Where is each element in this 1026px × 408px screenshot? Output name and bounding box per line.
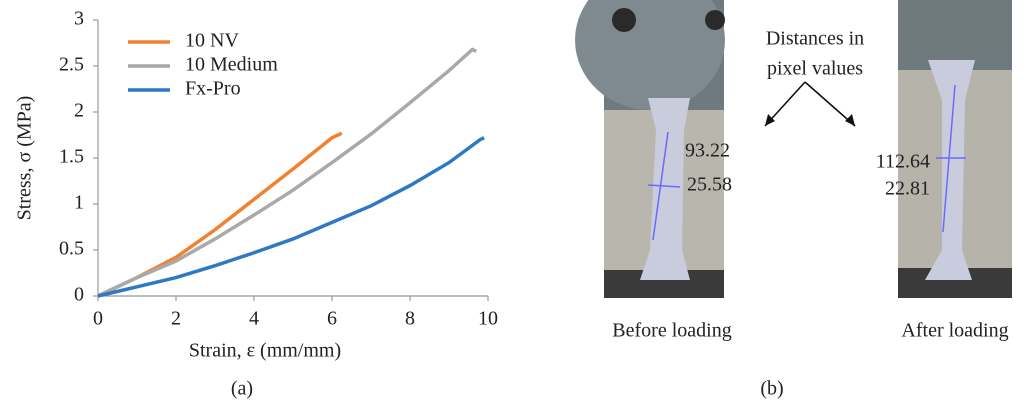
- y-tick-label: 2: [74, 100, 84, 122]
- legend-label: 10 NV: [185, 30, 239, 52]
- caption-b: (b): [760, 378, 783, 400]
- legend-label: Fx-Pro: [185, 78, 241, 100]
- note: pixel values: [767, 58, 863, 80]
- line: [97, 136, 485, 298]
- label-before: Before loading: [612, 320, 731, 342]
- y-axis-title: Stress, σ (MPa): [14, 96, 36, 221]
- y-tick-label: 3: [74, 8, 84, 30]
- arrow-heads: [765, 114, 855, 126]
- x-tick-label: 2: [171, 308, 181, 330]
- x-tick-label: 0: [93, 308, 103, 330]
- note: Distances in: [766, 28, 864, 50]
- legend-label: 10 Medium: [185, 54, 278, 76]
- y-tick-label: 1: [74, 192, 84, 214]
- x-tick-label: 8: [405, 308, 415, 330]
- arrows: [764, 81, 856, 127]
- x-axis-title: Strain, ε (mm/mm): [189, 340, 341, 362]
- length-before: 93.22: [685, 140, 730, 162]
- x-tick-label: 6: [327, 308, 337, 330]
- width-before: 25.58: [687, 174, 732, 196]
- y-tick-label: 0: [74, 284, 84, 306]
- line: [97, 131, 343, 298]
- y-tick-label: 2.5: [59, 54, 84, 76]
- x-tick-label: 10: [478, 308, 498, 330]
- caption-a: (a): [231, 378, 253, 400]
- y-tick-label: 0.5: [59, 238, 84, 260]
- x-tick-label: 4: [249, 308, 259, 330]
- length-after: 112.64: [876, 151, 930, 173]
- photo-after: [898, 0, 1012, 298]
- y-tick-label: 1.5: [59, 146, 84, 168]
- width-after: 22.81: [885, 178, 930, 200]
- photo-before: [575, 0, 725, 298]
- line: [97, 47, 478, 298]
- label-after: After loading: [901, 320, 1008, 342]
